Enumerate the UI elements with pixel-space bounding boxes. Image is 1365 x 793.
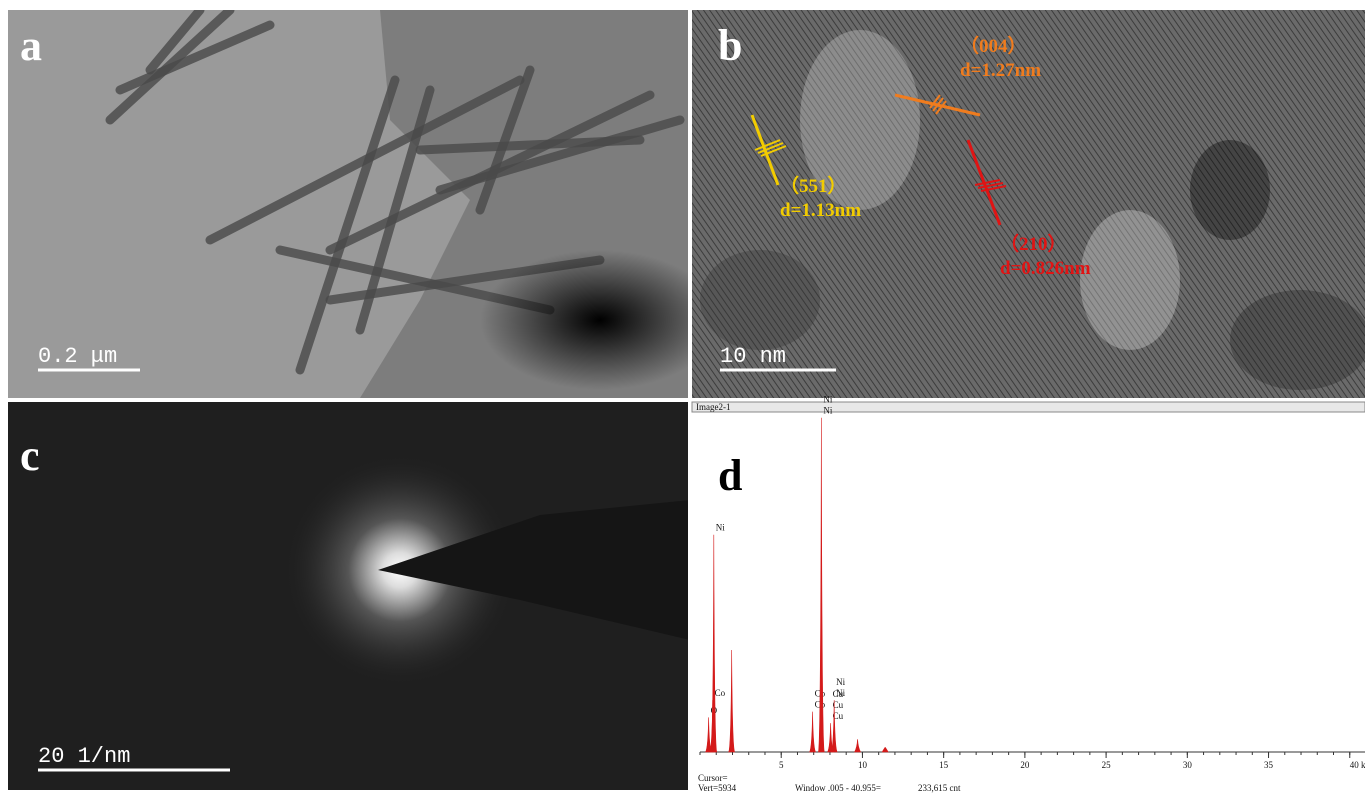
- footer-text: Cursor=: [698, 773, 728, 783]
- x-tick-label: 30: [1183, 760, 1193, 770]
- footer-text: Vert=5934: [698, 783, 737, 793]
- peak-label: Ni: [836, 677, 845, 687]
- d-spacing: d=1.13nm: [780, 200, 861, 221]
- scale-bar-label: 10 nm: [720, 344, 786, 369]
- panel-label: c: [20, 431, 40, 480]
- x-tick-label: 15: [939, 760, 949, 770]
- panel-label: b: [718, 21, 742, 70]
- scale-bar-label: 20 1/nm: [38, 744, 130, 769]
- peak-label: Ni: [823, 406, 832, 416]
- plane-index: （551）: [780, 174, 847, 197]
- x-tick-label: 40 keV: [1350, 760, 1365, 770]
- x-tick-label: 20: [1020, 760, 1030, 770]
- scale-bar-label: 0.2 μm: [38, 344, 117, 369]
- panel-a-image: [8, 10, 720, 398]
- peak-label: Ni: [716, 523, 725, 533]
- x-tick-label: 10: [858, 760, 868, 770]
- peak-label: Co: [715, 688, 726, 698]
- footer-text: 233,615 cnt: [918, 783, 961, 793]
- peak-label: Ni: [836, 688, 845, 698]
- window-title: Image2-1: [696, 402, 730, 412]
- footer-text: Window .005 - 40.955=: [795, 783, 881, 793]
- d-spacing: d=0.826nm: [1000, 258, 1091, 279]
- panel-label: d: [718, 451, 742, 500]
- x-tick-label: 25: [1102, 760, 1112, 770]
- plane-index: （004）: [960, 34, 1027, 57]
- plane-index: （210）: [1000, 232, 1067, 255]
- panel-label: a: [20, 21, 42, 70]
- peak-label: Ni: [823, 395, 832, 405]
- panel-c-image: [8, 402, 690, 790]
- d-spacing: d=1.27nm: [960, 60, 1041, 81]
- x-tick-label: 35: [1264, 760, 1274, 770]
- x-tick-label: 5: [779, 760, 784, 770]
- figure: Image2-1510152025303540 keVOCoNiCoCoNiNi…: [0, 0, 1365, 793]
